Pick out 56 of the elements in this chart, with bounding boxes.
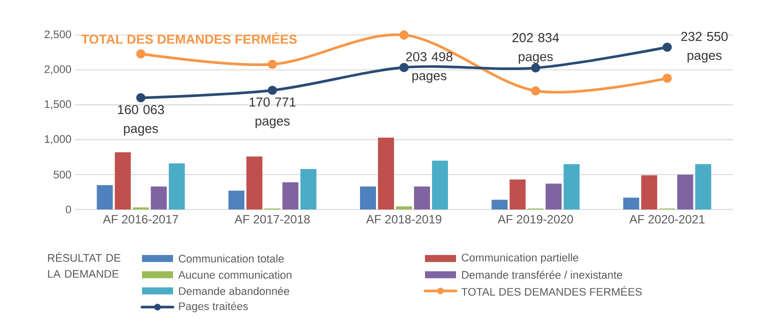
bar [695, 164, 712, 210]
bar [360, 186, 376, 210]
bar [641, 175, 658, 210]
point [268, 86, 278, 95]
legend-label: Demande abandonnée [179, 286, 290, 295]
x-tick-label: AF 2017-2018 [234, 215, 310, 224]
point [662, 74, 672, 83]
x-tick-label: AF 2019-2020 [498, 215, 574, 224]
point [399, 62, 409, 72]
data-label: 232 550 pages [681, 32, 728, 63]
data-label: 203 498 pages [406, 52, 452, 83]
bar [114, 152, 131, 210]
legend-label: Communication totale [178, 254, 284, 263]
point [531, 63, 540, 73]
point [662, 42, 672, 52]
bar [396, 206, 412, 210]
x-tick-label: AF 2018-2019 [366, 215, 442, 224]
bar [414, 186, 430, 210]
y-tick-label: 1,000 [44, 135, 72, 144]
point [136, 93, 146, 102]
bar [564, 164, 580, 210]
y-tick-label: 2,500 [44, 30, 72, 40]
legend-label: Demande transférée / inexistante [462, 270, 622, 279]
x-tick-label: AF 2020-2021 [629, 215, 704, 224]
legend-label: TOTAL DES DEMANDES FERMÉES [461, 286, 642, 296]
y-tick-label: 0 [66, 206, 72, 214]
legend-label: Pages traitées [179, 302, 248, 312]
point [531, 86, 540, 96]
bar [378, 138, 394, 210]
data-label: 160 063 pages [118, 104, 164, 136]
y-tick-label: 2,000 [44, 65, 72, 74]
y-tick-label: 1,500 [44, 100, 72, 110]
bar [623, 198, 640, 210]
point [136, 49, 146, 58]
data-label: 202 834 pages [512, 33, 559, 64]
legend-title: RÉSULTAT DE LA DEMANDE [48, 252, 120, 278]
point [268, 60, 278, 69]
x-tick-label: AF 2016-2017 [102, 215, 178, 224]
data-label: 170 771 pages [250, 97, 296, 128]
legend-label: Communication partielle [462, 253, 578, 264]
bar [246, 156, 262, 210]
bar [492, 200, 508, 210]
point [399, 30, 409, 40]
bar [150, 186, 167, 210]
bar [228, 190, 244, 210]
bar [510, 179, 526, 210]
legend-label: Aucune communication [178, 270, 292, 279]
bar [300, 169, 316, 210]
bar [546, 184, 562, 210]
bar [677, 174, 694, 210]
bar [432, 160, 448, 210]
bar [168, 163, 185, 210]
annotation: TOTAL DES DEMANDES FERMÉES [81, 32, 297, 44]
y-tick-label: 500 [54, 170, 72, 178]
bar [282, 182, 298, 210]
bar [96, 185, 113, 210]
